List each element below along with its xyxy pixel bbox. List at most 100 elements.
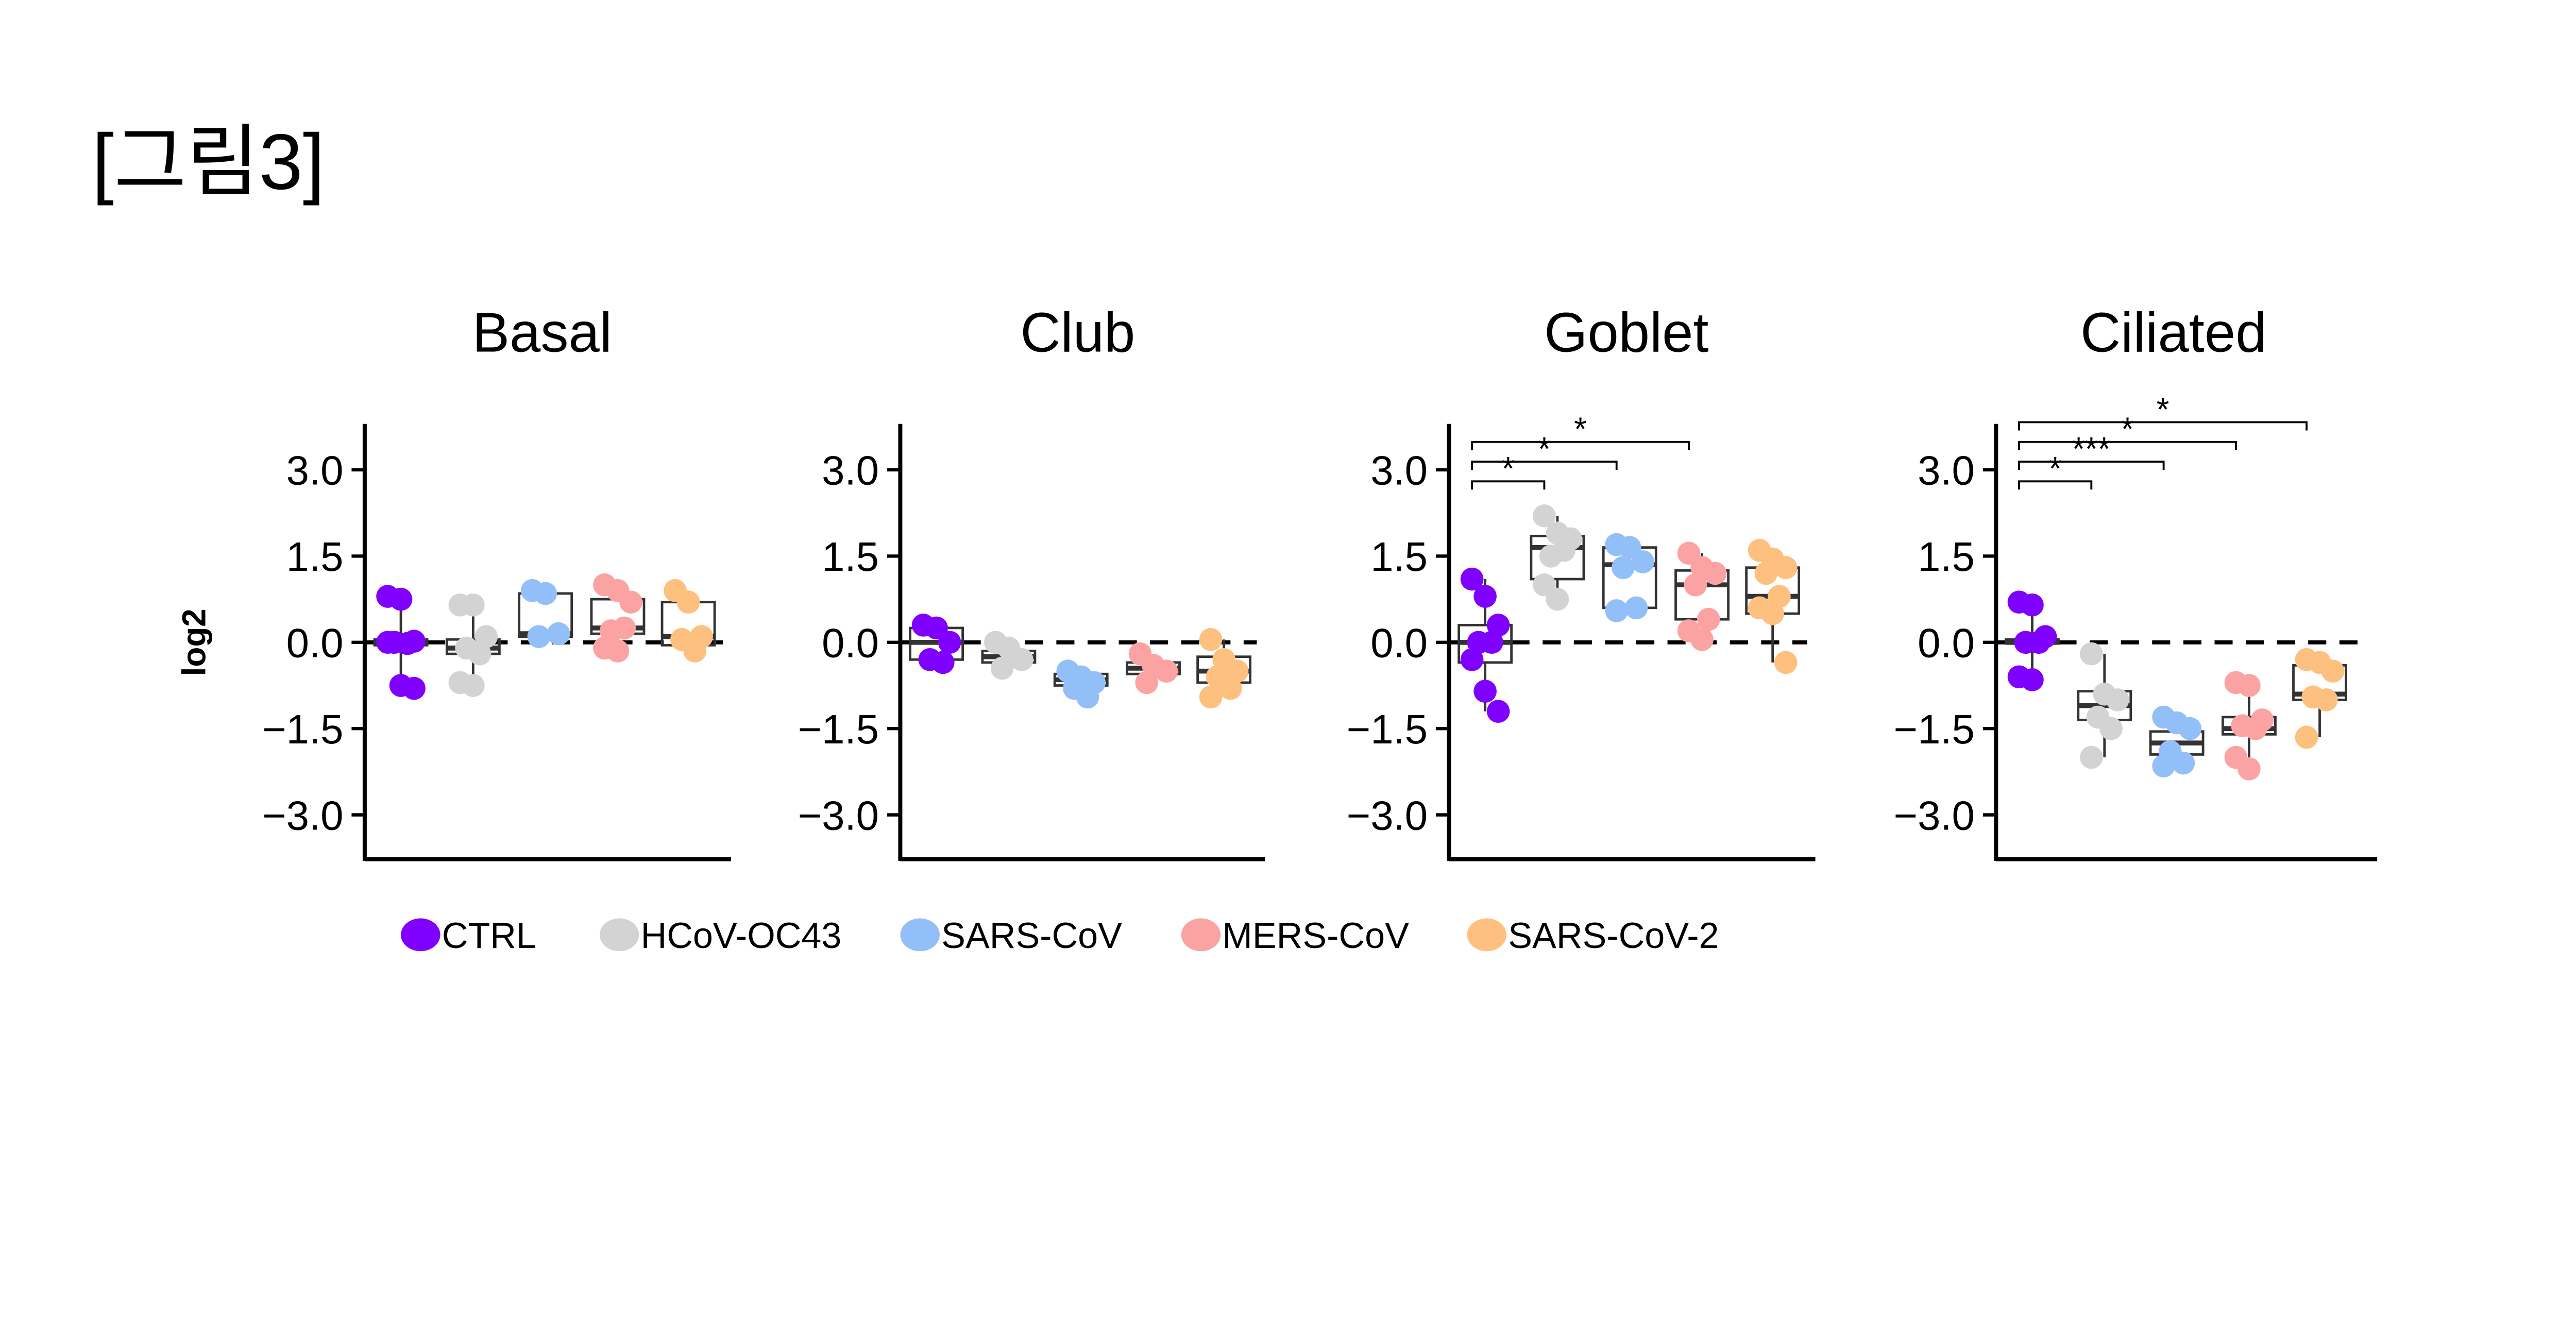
data-point-sars-cov	[2178, 717, 2201, 740]
significance-label: *	[1502, 450, 1515, 487]
significance-label: ***	[2072, 430, 2110, 467]
data-point-mers-cov	[1684, 573, 1707, 597]
y-axis-label: log2	[176, 608, 213, 676]
data-point-ctrl	[2027, 631, 2050, 654]
y-tick-label: 1.5	[286, 534, 344, 580]
data-point-ctrl	[2021, 668, 2044, 691]
data-point-hcov-oc43	[462, 593, 485, 617]
legend-swatch-mers-cov	[1181, 918, 1221, 952]
y-tick-label: −3.0	[798, 792, 879, 838]
panel-title: Goblet	[1544, 301, 1708, 363]
data-point-hcov-oc43	[1552, 538, 1576, 562]
data-point-ctrl	[938, 631, 961, 654]
y-tick-label: 0.0	[822, 620, 879, 666]
legend-label: SARS-CoV	[941, 915, 1122, 956]
panel-title: Club	[1020, 301, 1135, 363]
data-point-ctrl	[1480, 631, 1503, 654]
y-tick-label: −1.5	[1347, 706, 1428, 752]
data-point-sars-cov	[1076, 685, 1099, 709]
data-point-sars-cov-2	[1199, 628, 1223, 651]
data-point-ctrl	[1486, 700, 1510, 723]
data-point-sars-cov	[1612, 556, 1635, 580]
data-point-sars-cov-2	[2314, 688, 2338, 711]
y-tick-label: −3.0	[262, 792, 343, 838]
significance-bracket	[2018, 461, 2165, 470]
data-point-sars-cov-2	[676, 590, 700, 614]
data-point-sars-cov-2	[1199, 685, 1223, 709]
data-point-sars-cov-2	[683, 639, 707, 663]
y-tick-label: 0.0	[286, 620, 344, 666]
data-point-hcov-oc43	[2099, 717, 2123, 740]
data-point-ctrl	[396, 632, 419, 655]
significance-label: *	[2157, 391, 2170, 428]
y-tick-label: −3.0	[1894, 792, 1975, 838]
data-point-hcov-oc43	[2079, 642, 2103, 666]
y-tick-label: −1.5	[798, 706, 879, 752]
data-point-mers-cov	[1703, 562, 1727, 585]
significance-bracket	[1471, 440, 1690, 450]
y-tick-label: 1.5	[822, 534, 879, 580]
data-point-sars-cov-2	[2321, 659, 2345, 683]
legend-label: MERS-CoV	[1222, 915, 1409, 956]
y-tick-label: 3.0	[1370, 448, 1428, 494]
legend: CTRL HCoV-OC43 SARS-CoV MERS-CoV SARS-CoV-2	[401, 915, 1719, 956]
data-point-sars-cov-2	[1754, 562, 1778, 585]
figure-title: [그림3]	[92, 118, 325, 206]
y-tick-label: −3.0	[1347, 792, 1428, 838]
data-point-mers-cov	[1135, 671, 1159, 694]
data-point-sars-cov-2	[1774, 556, 1798, 580]
data-point-ctrl	[1460, 567, 1484, 591]
y-tick-label: 3.0	[286, 448, 344, 494]
data-point-ctrl	[1460, 648, 1484, 671]
data-point-sars-cov-2	[1225, 659, 1249, 683]
data-point-sars-cov	[547, 622, 570, 646]
legend-label: HCoV-OC43	[641, 915, 842, 956]
panel-title: Ciliated	[2080, 301, 2267, 363]
significance-label: *	[2049, 450, 2062, 487]
data-point-mers-cov	[606, 639, 630, 663]
significance-label: *	[1574, 411, 1587, 448]
significance-label: *	[2121, 411, 2134, 448]
data-point-hcov-oc43	[1010, 648, 1033, 671]
significance-label: *	[1538, 430, 1551, 467]
data-point-mers-cov	[2244, 717, 2267, 740]
data-point-hcov-oc43	[2106, 688, 2129, 711]
data-point-mers-cov	[1690, 628, 1714, 651]
data-point-mers-cov	[1697, 607, 1720, 631]
data-point-mers-cov	[2238, 757, 2261, 781]
significance-bracket	[2018, 480, 2093, 490]
data-point-hcov-oc43	[1546, 587, 1569, 611]
data-point-sars-cov-2	[1768, 585, 1791, 608]
data-point-sars-cov	[2152, 754, 2175, 778]
legend-swatch-ctrl	[401, 918, 440, 952]
significance-bracket	[2018, 440, 2237, 450]
data-point-sars-cov-2	[2295, 725, 2318, 749]
data-point-sars-cov-2	[1219, 676, 1242, 700]
data-point-hcov-oc43	[1533, 504, 1556, 528]
data-point-sars-cov	[1631, 550, 1655, 573]
y-tick-label: 0.0	[1370, 620, 1428, 666]
data-point-sars-cov	[2172, 751, 2195, 775]
data-point-ctrl	[1486, 614, 1510, 637]
data-point-mers-cov	[2238, 674, 2261, 697]
legend-swatch-sars-cov	[900, 918, 940, 952]
data-point-ctrl	[931, 651, 955, 674]
legend-swatch-sars-cov-2	[1467, 918, 1507, 952]
significance-bracket	[1471, 461, 1618, 470]
data-point-sars-cov	[1624, 596, 1648, 620]
y-tick-label: −1.5	[262, 706, 343, 752]
data-point-ctrl	[389, 587, 413, 611]
data-point-sars-cov-2	[1774, 651, 1798, 674]
significance-bracket	[1471, 480, 1546, 490]
data-point-ctrl	[1473, 585, 1497, 608]
data-point-hcov-oc43	[462, 674, 485, 697]
data-point-ctrl	[376, 631, 399, 654]
data-point-ctrl	[402, 676, 426, 700]
data-point-mers-cov	[613, 616, 636, 640]
data-point-ctrl	[1473, 680, 1497, 703]
legend-label: CTRL	[442, 915, 536, 956]
y-tick-label: 1.5	[1918, 534, 1975, 580]
significance-bracket	[2018, 421, 2308, 431]
y-tick-label: 3.0	[1918, 448, 1975, 494]
